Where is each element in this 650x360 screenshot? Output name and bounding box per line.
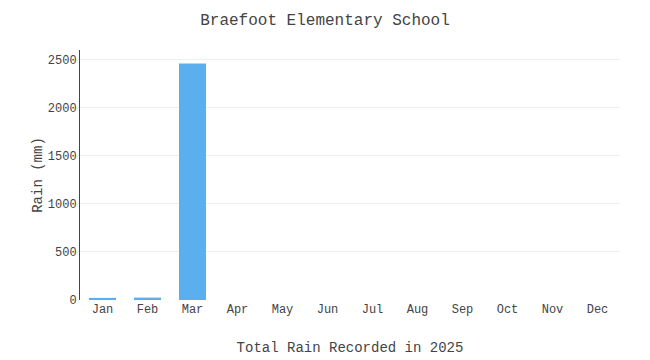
svg-text:Oct: Oct [497, 303, 519, 317]
svg-text:Jun: Jun [317, 303, 339, 317]
svg-text:Jan: Jan [92, 303, 114, 317]
svg-text:Rain (mm): Rain (mm) [30, 137, 46, 213]
svg-text:1500: 1500 [48, 150, 77, 164]
svg-text:500: 500 [55, 246, 77, 260]
svg-text:May: May [272, 303, 294, 317]
svg-text:Sep: Sep [452, 303, 474, 317]
svg-text:Dec: Dec [587, 303, 609, 317]
svg-text:Braefoot Elementary School: Braefoot Elementary School [200, 12, 450, 30]
svg-text:0: 0 [69, 294, 76, 308]
svg-text:2000: 2000 [48, 102, 77, 116]
svg-text:2500: 2500 [48, 54, 77, 68]
svg-text:Feb: Feb [137, 303, 159, 317]
svg-text:Nov: Nov [542, 303, 564, 317]
svg-text:Apr: Apr [227, 303, 249, 317]
svg-text:Total Rain Recorded in 2025: Total Rain Recorded in 2025 [237, 340, 464, 356]
svg-text:1000: 1000 [48, 198, 77, 212]
svg-text:Aug: Aug [407, 303, 429, 317]
svg-text:Mar: Mar [182, 303, 204, 317]
svg-text:Jul: Jul [362, 303, 384, 317]
